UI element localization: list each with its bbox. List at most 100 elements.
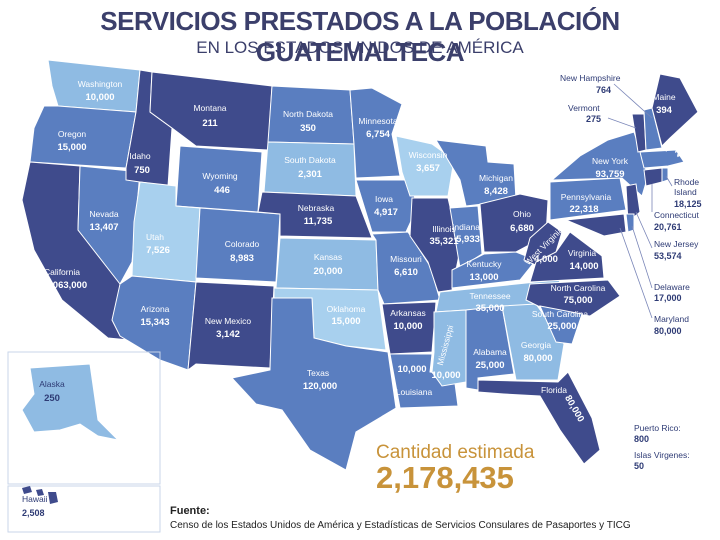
state-delaware xyxy=(625,213,635,233)
label-texas-value: 120,000 xyxy=(303,381,337,392)
label-oklahoma-name: Oklahoma xyxy=(327,304,366,314)
label-west-virginia-value: 4,000 xyxy=(534,254,558,265)
label-pennsylvania-value: 22,318 xyxy=(569,204,598,215)
label-wyoming-value: 446 xyxy=(214,185,230,196)
callout-puerto-rico-value: 800 xyxy=(634,434,649,444)
label-tennessee-name: Tennessee xyxy=(469,291,510,301)
state-texas xyxy=(231,297,397,471)
label-michigan-name: Michigan xyxy=(479,173,513,183)
label-oklahoma-value: 15,000 xyxy=(331,316,360,327)
callout-rhode-island-name-2: Island xyxy=(674,187,697,197)
label-new-york-value: 93,759 xyxy=(595,169,624,180)
label-nevada-value: 13,407 xyxy=(89,222,118,233)
state-maryland xyxy=(565,213,627,237)
callout-virgin-islands-name: Islas Virgenes: xyxy=(634,450,690,460)
label-colorado-name: Colorado xyxy=(225,239,260,249)
label-ohio-name: Ohio xyxy=(513,209,531,219)
label-south-carolina-name: South Carolina xyxy=(532,309,589,319)
label-wisconsin-name: Wisconsin xyxy=(409,150,448,160)
label-utah-value: 7,526 xyxy=(146,245,170,256)
label-virginia-value: 14,000 xyxy=(569,261,598,272)
label-nevada-name: Nevada xyxy=(89,209,119,219)
label-south-dakota-name: South Dakota xyxy=(284,155,336,165)
label-michigan-value: 8,428 xyxy=(484,186,508,197)
callout-new-jersey-name: New Jersey xyxy=(654,239,699,249)
label-kansas-value: 20,000 xyxy=(313,266,342,277)
callout-delaware-value: 17,000 xyxy=(654,293,682,303)
label-south-carolina-value: 25,000 xyxy=(547,321,576,332)
callout-puerto-rico-name: Puerto Rico: xyxy=(634,423,681,433)
label-arizona-value: 15,343 xyxy=(140,317,169,328)
callout-connecticut-name: Connecticut xyxy=(654,210,700,220)
label-louisiana-value: 10,000 xyxy=(397,364,426,375)
label-nebraska-name: Nebraska xyxy=(298,203,335,213)
label-idaho-name: Idaho xyxy=(129,151,151,161)
label-georgia-name: Georgia xyxy=(521,340,552,350)
label-oregon-name: Oregon xyxy=(58,129,87,139)
state-kansas xyxy=(275,237,379,291)
label-north-carolina-value: 75,000 xyxy=(563,295,592,306)
label-hawaii-value: 2,508 xyxy=(22,508,45,518)
state-new-mexico xyxy=(187,281,275,372)
label-mississippi-value: 10,000 xyxy=(431,370,460,381)
label-kentucky-value: 13,000 xyxy=(469,272,498,283)
label-south-dakota-value: 2,301 xyxy=(298,169,322,180)
label-oregon-value: 15,000 xyxy=(57,142,86,153)
callout-maryland-value: 80,000 xyxy=(654,326,682,336)
label-alaska-value: 250 xyxy=(44,393,60,404)
label-arkansas-value: 10,000 xyxy=(393,321,422,332)
callout-rhode-island-value: 18,125 xyxy=(674,199,702,209)
label-missouri-value: 6,610 xyxy=(394,267,418,278)
label-iowa-name: Iowa xyxy=(375,194,393,204)
state-virginia xyxy=(529,231,605,283)
label-new-mexico-name: New Mexico xyxy=(205,316,252,326)
label-nebraska-value: 11,735 xyxy=(304,216,333,227)
callout-new-jersey-value: 53,574 xyxy=(654,251,682,261)
label-indiana-value: 5,933 xyxy=(456,234,480,245)
label-new-york-name: New York xyxy=(592,156,629,166)
hawaii-inset-frame xyxy=(7,485,161,533)
state-new-hampshire xyxy=(643,107,663,151)
label-missouri-name: Missouri xyxy=(390,254,422,264)
state-alaska xyxy=(21,363,120,441)
label-california-value: 1,063,000 xyxy=(45,280,87,291)
callout-rhode-island-name-1: Rhode xyxy=(674,177,699,187)
label-minnesota-name: Minnesota xyxy=(358,116,397,126)
label-alabama-value: 25,000 xyxy=(475,360,504,371)
label-illinois-value: 35,321 xyxy=(429,236,459,247)
label-alabama-name: Alabama xyxy=(473,347,507,357)
label-idaho-value: 750 xyxy=(134,165,150,176)
source-label: Fuente: xyxy=(170,505,210,517)
label-washington-name: Washington xyxy=(78,79,123,89)
state-connecticut xyxy=(643,167,663,187)
label-florida-name: Florida xyxy=(541,385,567,395)
label-alaska-name: Alaska xyxy=(39,379,65,389)
label-arizona-name: Arizona xyxy=(141,304,170,314)
label-indiana-name: Indiana xyxy=(452,222,480,232)
state-rhode-island xyxy=(661,167,669,183)
map-subtitle: EN LOS ESTADOS UNIDOS DE AMÉRICA xyxy=(196,38,524,57)
label-minnesota-value: 6,754 xyxy=(366,129,390,140)
callout-delaware-name: Delaware xyxy=(654,282,690,292)
label-illinois-name: Illinois xyxy=(432,224,456,234)
label-pennsylvania-name: Pennsylvania xyxy=(561,192,612,202)
label-new-mexico-value: 3,142 xyxy=(216,329,240,340)
label-utah-name: Utah xyxy=(146,232,164,242)
label-kentucky-name: Kentucky xyxy=(467,259,503,269)
label-wisconsin-value: 3,657 xyxy=(416,163,440,174)
label-virginia-name: Virginia xyxy=(568,248,596,258)
label-ohio-value: 6,680 xyxy=(510,223,534,234)
state-north-carolina xyxy=(525,279,621,317)
label-wyoming-name: Wyoming xyxy=(202,171,238,181)
label-montana-name: Montana xyxy=(193,103,226,113)
label-north-dakota-name: North Dakota xyxy=(283,109,333,119)
state-pennsylvania xyxy=(549,177,627,221)
callout-connecticut-value: 20,761 xyxy=(654,222,682,232)
label-louisiana-name: Louisiana xyxy=(396,387,433,397)
source-text: Censo de los Estados Unidos de América y… xyxy=(170,520,631,531)
map-title: SERVICIOS PRESTADOS A LA POBLACIÓN GUATE… xyxy=(100,6,620,67)
total-value: 2,178,435 xyxy=(376,460,514,495)
callout-new-hampshire-value: 764 xyxy=(596,85,611,95)
state-wisconsin xyxy=(395,135,455,197)
state-nebraska xyxy=(257,191,373,239)
